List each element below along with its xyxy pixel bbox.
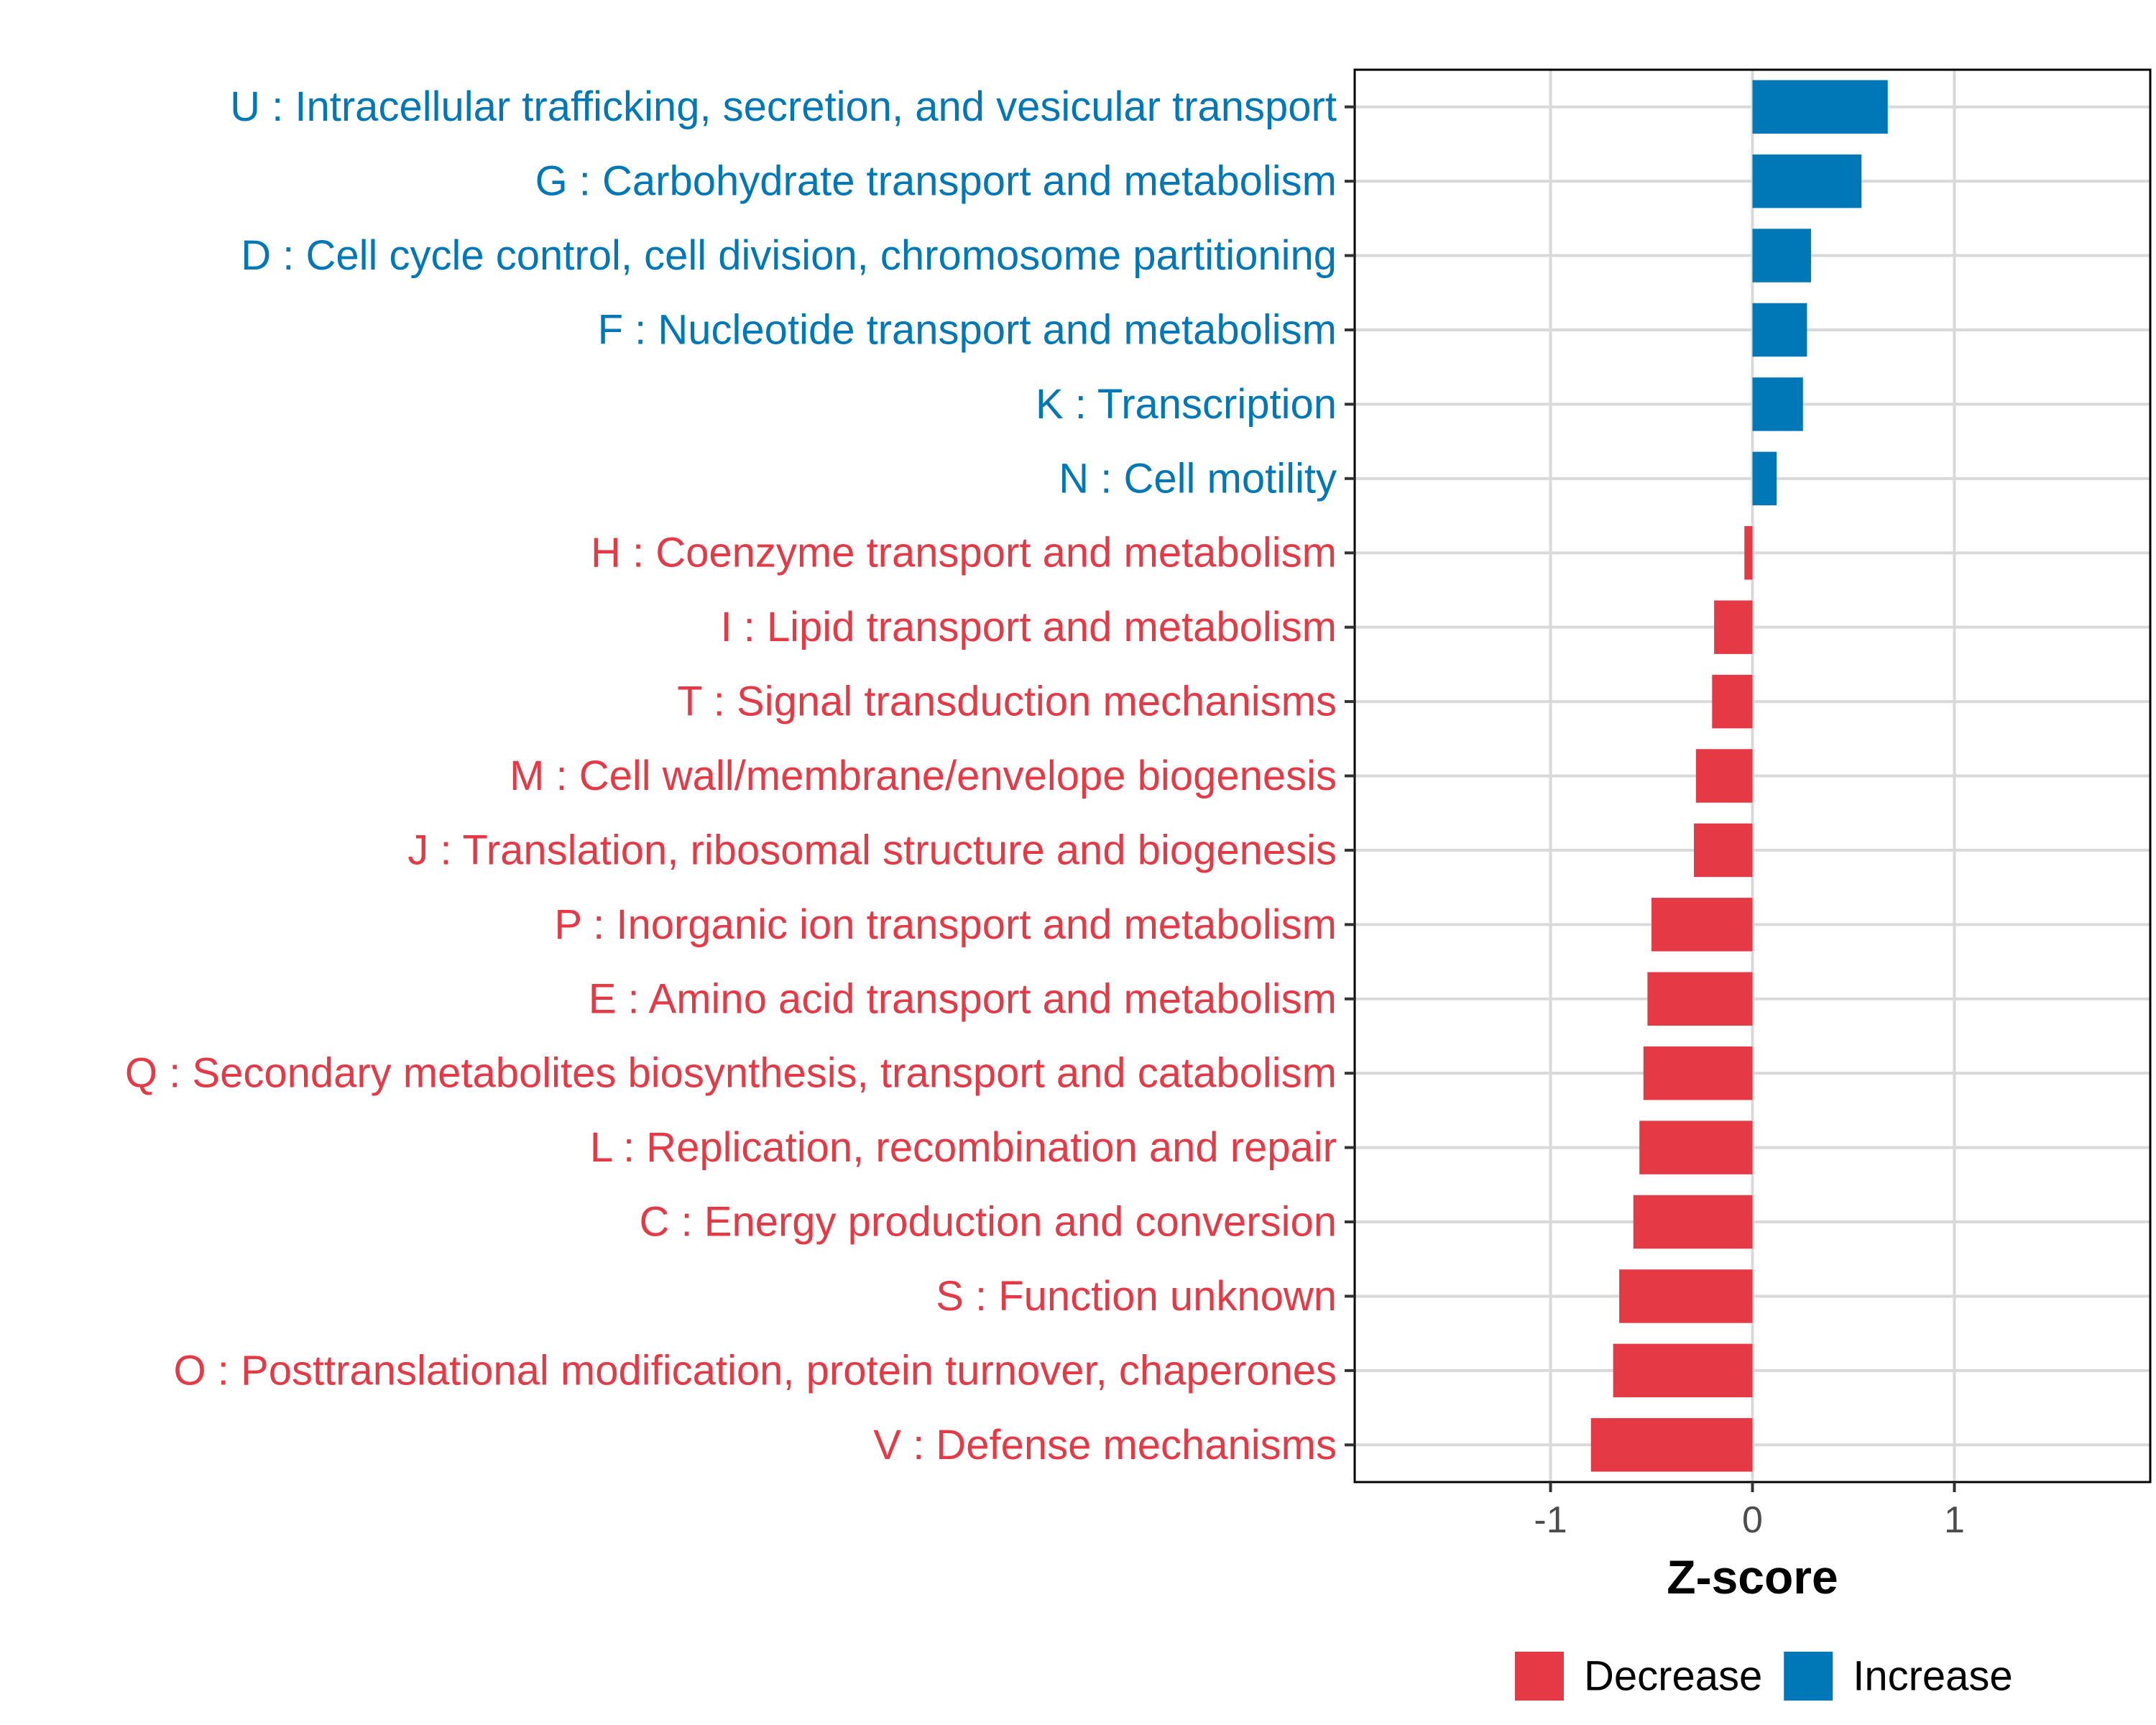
bar bbox=[1694, 823, 1753, 878]
bar bbox=[1639, 1121, 1753, 1174]
bar bbox=[1613, 1343, 1753, 1398]
bar bbox=[1647, 972, 1753, 1026]
y-category-label: Q : Secondary metabolites biosynthesis, … bbox=[125, 1050, 1337, 1097]
legend-key-decrease bbox=[1515, 1652, 1564, 1701]
y-category-label: T : Signal transduction mechanisms bbox=[677, 678, 1337, 725]
y-category-label: G : Carbohydrate transport and metabolis… bbox=[535, 158, 1337, 205]
bar bbox=[1752, 154, 1862, 208]
y-category-label: N : Cell motility bbox=[1059, 455, 1337, 502]
legend-label-decrease: Decrease bbox=[1584, 1653, 1762, 1700]
bar bbox=[1651, 898, 1753, 952]
y-category-label: V : Defense mechanisms bbox=[873, 1422, 1337, 1468]
x-axis-title: Z-score bbox=[1667, 1550, 1838, 1604]
bar bbox=[1752, 80, 1888, 134]
bar bbox=[1712, 674, 1753, 729]
bar bbox=[1752, 451, 1777, 506]
x-tick-label: 1 bbox=[1944, 1499, 1965, 1541]
bar bbox=[1633, 1195, 1753, 1249]
bar bbox=[1619, 1269, 1753, 1323]
bar bbox=[1744, 526, 1753, 580]
legend: Decrease Increase bbox=[1515, 1652, 2013, 1701]
legend-key-increase bbox=[1784, 1652, 1833, 1701]
bar bbox=[1752, 229, 1811, 282]
y-category-label: U : Intracellular trafficking, secretion… bbox=[230, 83, 1337, 130]
y-axis-category-labels: U : Intracellular trafficking, secretion… bbox=[125, 83, 1337, 1468]
y-category-label: E : Amino acid transport and metabolism bbox=[589, 975, 1337, 1022]
bar bbox=[1752, 303, 1807, 357]
y-category-label: J : Translation, ribosomal structure and… bbox=[407, 827, 1337, 873]
y-category-label: C : Energy production and conversion bbox=[640, 1199, 1337, 1246]
y-category-label: D : Cell cycle control, cell division, c… bbox=[241, 232, 1337, 279]
legend-label-increase: Increase bbox=[1853, 1653, 2012, 1700]
y-category-label: M : Cell wall/membrane/envelope biogenes… bbox=[510, 753, 1337, 799]
bar bbox=[1714, 600, 1753, 654]
y-category-label: H : Coenzyme transport and metabolism bbox=[591, 530, 1337, 576]
bar bbox=[1752, 377, 1803, 431]
y-category-label: S : Function unknown bbox=[936, 1273, 1337, 1320]
x-tick-label: 0 bbox=[1742, 1499, 1763, 1541]
y-category-label: O : Posttranslational modification, prot… bbox=[174, 1347, 1337, 1394]
x-axis-ticks: -1 0 1 bbox=[1534, 1482, 1965, 1541]
bar bbox=[1643, 1046, 1753, 1100]
x-tick-label: -1 bbox=[1534, 1499, 1567, 1541]
y-category-label: K : Transcription bbox=[1036, 381, 1337, 428]
bar bbox=[1590, 1418, 1753, 1472]
y-category-label: P : Inorganic ion transport and metaboli… bbox=[554, 901, 1337, 948]
bar bbox=[1695, 749, 1753, 803]
bars bbox=[1590, 80, 1888, 1472]
y-category-label: L : Replication, recombination and repai… bbox=[590, 1124, 1337, 1171]
y-category-label: F : Nucleotide transport and metabolism bbox=[598, 306, 1337, 353]
y-axis-ticks bbox=[1345, 105, 1355, 1447]
y-category-label: I : Lipid transport and metabolism bbox=[720, 604, 1337, 650]
